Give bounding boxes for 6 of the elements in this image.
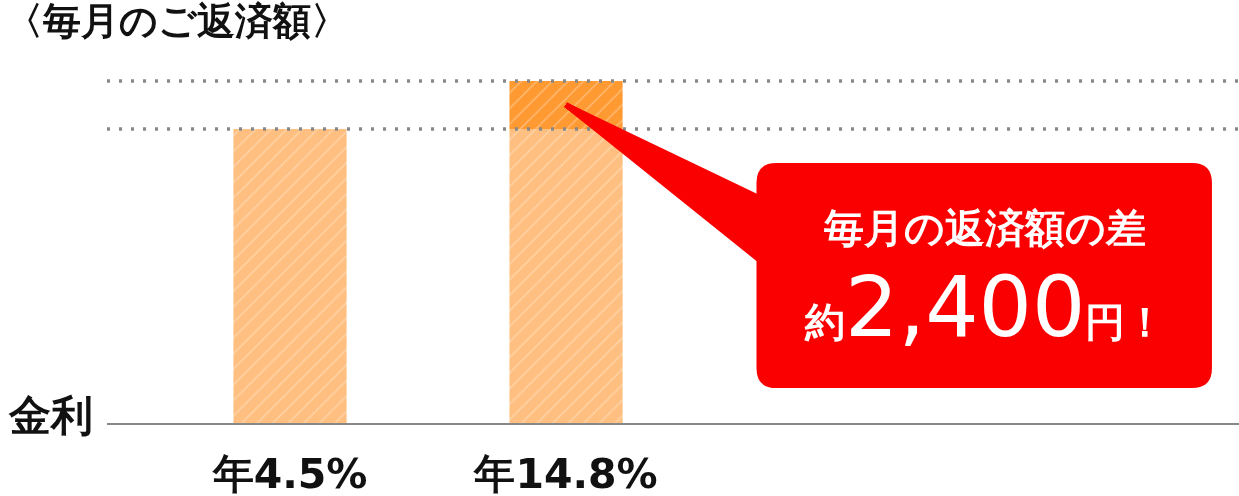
x-tick-label: 年14.8% [473, 450, 658, 496]
text: 毎月の返済額の差 [823, 205, 1146, 251]
chart-title: 〈毎月のご返済額〉 [4, 0, 349, 43]
x-axis-title: 金利 [8, 391, 93, 440]
text: 約2,400円！ [804, 258, 1166, 356]
x-tick-label: 年4.5% [211, 450, 368, 496]
